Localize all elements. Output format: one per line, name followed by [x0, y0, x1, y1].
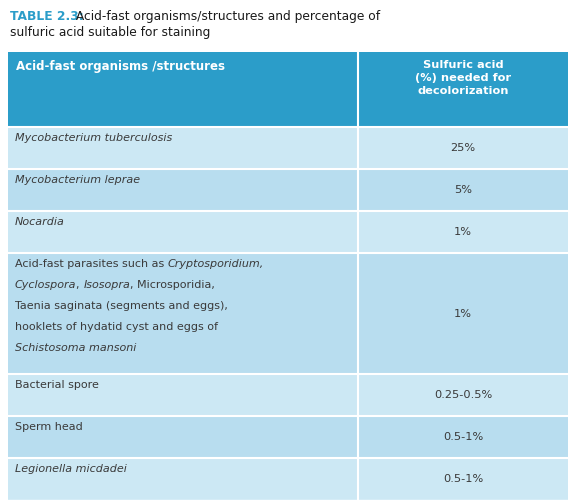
Bar — [8, 374, 568, 416]
Text: Bacterial spore: Bacterial spore — [15, 380, 99, 390]
Text: Sulfuric acid
(%) needed for
decolorization: Sulfuric acid (%) needed for decolorizat… — [415, 60, 511, 96]
Text: Acid-fast organisms/structures and percentage of: Acid-fast organisms/structures and perce… — [72, 10, 380, 23]
Bar — [8, 458, 568, 500]
Text: 1%: 1% — [454, 308, 472, 319]
Text: Schistosoma mansoni: Schistosoma mansoni — [15, 343, 137, 352]
Text: 0.25-0.5%: 0.25-0.5% — [434, 390, 492, 400]
Text: 25%: 25% — [450, 143, 476, 153]
Text: Taenia saginata (segments and eggs),: Taenia saginata (segments and eggs), — [15, 301, 228, 310]
Text: Sperm head: Sperm head — [15, 422, 83, 432]
Text: Acid-fast organisms /structures: Acid-fast organisms /structures — [16, 60, 225, 73]
Text: Isosopra: Isosopra — [84, 280, 130, 290]
Text: 1%: 1% — [454, 227, 472, 237]
Text: sulfuric acid suitable for staining: sulfuric acid suitable for staining — [10, 26, 210, 39]
Bar — [8, 211, 568, 253]
Text: Acid-fast parasites such as: Acid-fast parasites such as — [15, 259, 168, 269]
Text: Mycobacterium leprae: Mycobacterium leprae — [15, 175, 140, 185]
Text: 0.5-1%: 0.5-1% — [443, 432, 483, 442]
Text: Nocardia: Nocardia — [15, 217, 65, 227]
Text: Mycobacterium tuberculosis: Mycobacterium tuberculosis — [15, 133, 172, 143]
Bar — [8, 416, 568, 458]
Bar — [8, 253, 568, 374]
Text: 5%: 5% — [454, 185, 472, 195]
Text: ,: , — [77, 280, 84, 290]
Text: , Microsporidia,: , Microsporidia, — [130, 280, 215, 290]
Text: Cryptosporidium,: Cryptosporidium, — [168, 259, 264, 269]
Text: TABLE 2.3:: TABLE 2.3: — [10, 10, 84, 23]
Text: Legionella micdadei: Legionella micdadei — [15, 464, 127, 474]
Text: Cyclospora: Cyclospora — [15, 280, 77, 290]
Bar — [8, 169, 568, 211]
Bar — [8, 52, 568, 127]
Text: 0.5-1%: 0.5-1% — [443, 474, 483, 484]
Text: hooklets of hydatid cyst and eggs of: hooklets of hydatid cyst and eggs of — [15, 322, 218, 332]
Bar — [8, 127, 568, 169]
